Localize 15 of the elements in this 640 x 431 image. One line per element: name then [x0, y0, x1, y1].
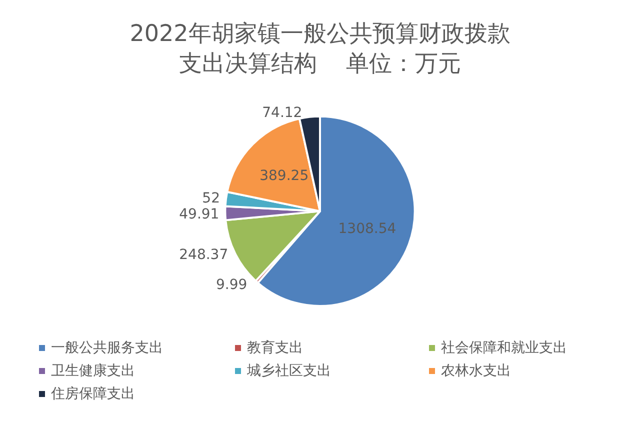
legend-label: 农林水支出 — [441, 363, 511, 379]
data-label: 1308.54 — [338, 220, 396, 237]
legend-label: 教育支出 — [247, 339, 303, 356]
data-label: 49.91 — [179, 206, 220, 223]
legend-label: 卫生健康支出 — [51, 363, 135, 379]
data-label: 248.37 — [179, 247, 228, 264]
chart-title: 2022年胡家镇一般公共预算财政拨款支出决算结构 单位：万元 — [130, 21, 510, 77]
legend-label: 一般公共服务支出 — [51, 340, 163, 356]
data-label: 52 — [202, 190, 220, 207]
data-label: 389.25 — [260, 168, 309, 184]
legend-label: 社会保障和就业支出 — [441, 340, 567, 356]
data-label: 74.12 — [262, 104, 302, 121]
legend-label: 住房保障支出 — [50, 386, 135, 402]
data-label: 9.99 — [216, 276, 248, 293]
legend-label: 城乡社区支出 — [246, 363, 331, 379]
